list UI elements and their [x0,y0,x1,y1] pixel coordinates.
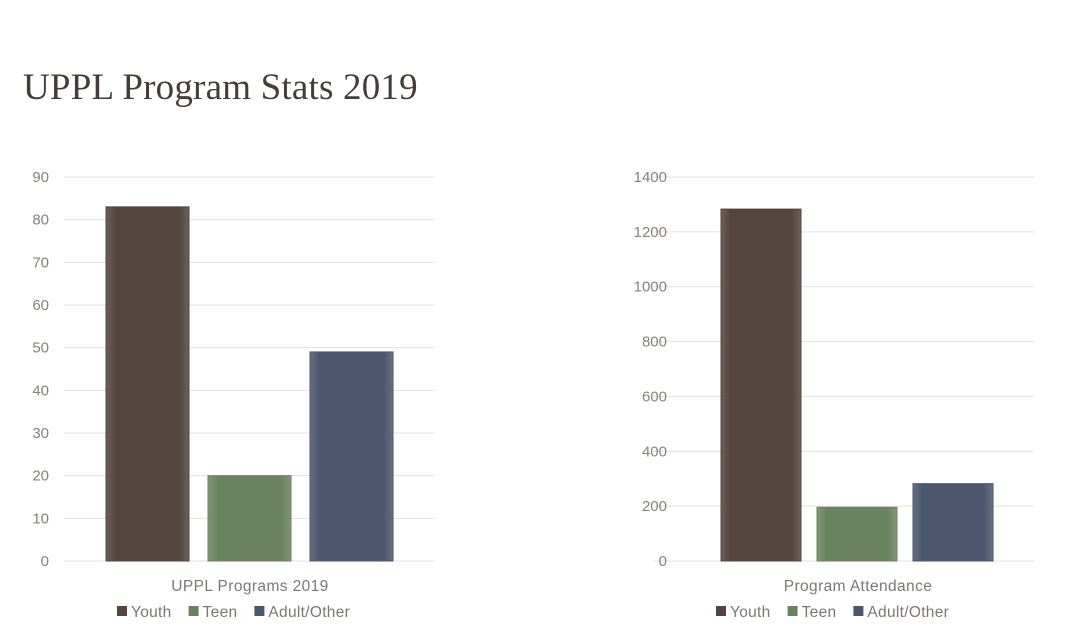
legend-label-teen: Teen [802,604,837,621]
legend-label-teen: Teen [203,604,238,621]
y-tick-label: 200 [642,498,667,515]
y-tick-label: 0 [659,553,667,570]
bar-youth [720,208,802,562]
legend-label-youth: Youth [131,604,172,621]
legend: Youth Teen Adult/Other [117,604,350,621]
y-tick-label: 400 [642,443,667,460]
legend-swatch-adult-other [254,606,265,616]
legend-swatch-youth [716,606,726,616]
attendance-chart: 0 200 400 600 800 1000 1200 1400 Program Attenda… [634,169,1034,621]
programs-chart: 0 10 20 30 40 50 60 70 80 90 UPPL Programs 2019 You… [32,169,435,621]
bar-adult-other [912,483,994,562]
y-tick-label: 70 [32,254,49,271]
y-tick-label: 80 [32,212,49,229]
y-tick-label: 10 [32,510,49,527]
y-tick-label: 30 [32,425,49,442]
y-tick-label: 0 [41,553,49,570]
bar-teen [816,506,898,562]
page-title: UPPL Program Stats 2019 [23,67,418,108]
legend-swatch-youth [117,606,127,616]
legend-swatch-teen [188,606,199,616]
legend: Youth Teen Adult/Other [716,604,949,621]
bar-youth [105,206,190,562]
legend-label-youth: Youth [730,604,771,621]
y-tick-label: 1200 [634,224,667,241]
y-tick-label: 1400 [634,169,667,186]
y-tick-label: 1000 [634,279,667,296]
legend-label-adult-other: Adult/Other [867,604,949,621]
bar-adult-other [309,351,394,562]
y-tick-label: 90 [32,169,49,186]
y-tick-label: 20 [32,468,49,485]
y-tick-label: 800 [642,334,667,351]
x-axis-label: UPPL Programs 2019 [171,578,328,595]
x-axis-label: Program Attendance [784,578,933,595]
y-tick-label: 40 [32,382,49,399]
y-tick-label: 60 [32,297,49,314]
legend-swatch-adult-other [853,606,864,616]
y-tick-label: 600 [642,388,667,405]
legend-swatch-teen [787,606,798,616]
legend-label-adult-other: Adult/Other [268,604,350,621]
y-tick-label: 50 [32,340,49,357]
bar-teen [207,475,292,562]
